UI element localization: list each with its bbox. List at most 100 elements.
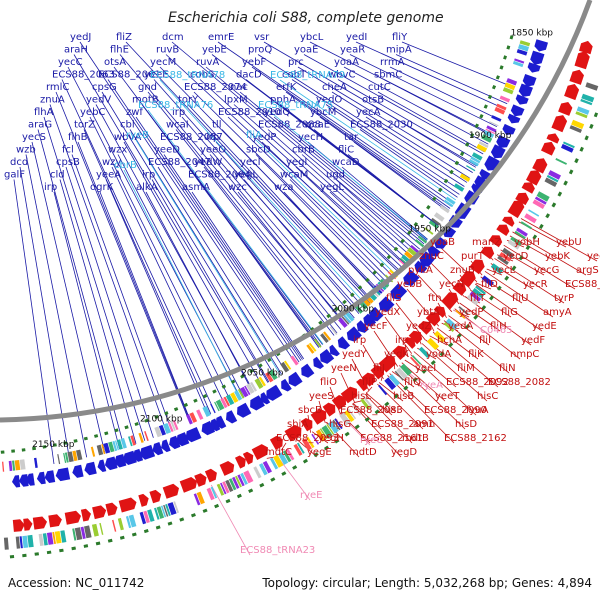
trna-gene-connector <box>147 109 324 345</box>
gene-labels: yedJ fliZ dcm emrE vsr ybcL yedI fliY araH flhE ru… <box>4 32 600 556</box>
cog-category-block <box>220 397 228 409</box>
reverse-gene-connector <box>401 362 446 402</box>
forward-gene-label: cbl <box>120 120 135 131</box>
forward-gene-label: ruvB <box>156 45 179 56</box>
forward-gene-connector <box>199 79 407 267</box>
forward-gene-label: yoaE <box>294 45 318 56</box>
forward-gene-label: erfK <box>276 82 297 93</box>
gc-skew-dash <box>557 191 563 197</box>
cog-category-block <box>469 291 482 302</box>
cog-category-block <box>410 244 420 254</box>
forward-gene-connector <box>341 166 428 240</box>
kbp-tick-label: 2050 kbp <box>241 368 284 378</box>
cog-category-block <box>54 531 62 544</box>
forward-gene-label: yeaR <box>340 45 365 56</box>
forward-gene-connector <box>285 91 451 209</box>
gc-skew-dash <box>344 431 350 437</box>
cog-category-block <box>268 369 278 381</box>
forward-cds-arrow <box>55 467 71 482</box>
forward-gene-label: wzy <box>102 157 121 168</box>
cog-category-block <box>418 346 431 358</box>
forward-cds-arrow <box>301 363 315 378</box>
cog-category-block <box>516 227 528 237</box>
forward-gene-label: ybcM <box>310 107 336 118</box>
kbp-tick-label: 1850 kbp <box>511 28 554 38</box>
cog-category-block <box>494 106 506 115</box>
cog-category-block <box>338 317 348 328</box>
forward-gene-label: wbvC <box>328 70 355 81</box>
forward-gene-label: yegL <box>234 170 258 181</box>
forward-gene-label: yedI <box>346 32 367 43</box>
forward-gene-label: wbvA <box>114 132 141 143</box>
forward-gene-connector <box>251 66 452 207</box>
reverse-cds-arrow <box>441 292 459 310</box>
reverse-gene-label: yecE <box>587 251 600 262</box>
gc-skew-dash <box>173 407 179 412</box>
forward-gene-connector <box>349 54 498 128</box>
forward-gene-label: cpsG <box>92 82 117 93</box>
cog-category-block <box>576 106 590 115</box>
cog-category-block <box>156 506 165 519</box>
cog-category-block <box>424 227 434 235</box>
cog-category-block <box>504 82 516 91</box>
forward-gene-label: dacD <box>236 70 262 81</box>
reverse-cds-arrow <box>502 216 515 227</box>
forward-gene-connector <box>371 104 477 168</box>
cog-category-block <box>384 377 397 390</box>
forward-cds-arrow <box>84 461 97 476</box>
gc-skew-dash <box>63 441 68 445</box>
forward-gene-label: ybcL <box>300 32 324 43</box>
cog-category-block <box>486 125 497 133</box>
reverse-gene-label: hisC <box>477 391 498 402</box>
reverse-gene-label: yeeI <box>415 363 436 374</box>
cog-category-block <box>563 141 575 149</box>
reverse-gene-connector <box>352 403 402 458</box>
forward-gene-label: asmA <box>182 182 210 193</box>
gc-skew-dash <box>407 230 412 235</box>
gc-skew-dash <box>465 324 471 330</box>
forward-cds-arrow <box>530 50 545 65</box>
reverse-gene-label: fliH <box>490 321 507 332</box>
cog-category-block <box>445 196 456 205</box>
cog-category-block <box>128 436 133 447</box>
cog-category-block <box>265 372 274 383</box>
forward-gene-label: fcl <box>62 145 74 156</box>
forward-gene-connector <box>217 41 454 204</box>
gc-skew-dash <box>504 275 510 281</box>
forward-gene-connector <box>295 166 404 269</box>
reverse-gene-label: ECS88_1959 <box>565 279 600 290</box>
reverse-gene-label: yedP <box>459 307 483 318</box>
reverse-gene-label: yebU <box>556 237 582 248</box>
forward-cds-arrow <box>346 326 362 342</box>
reverse-cds-arrow <box>162 483 179 499</box>
cog-category-block <box>230 392 239 403</box>
forward-gene-label: cutC <box>368 82 391 93</box>
reverse-gene-label: ECS88_2083 <box>340 405 403 416</box>
cog-category-block <box>12 460 16 471</box>
forward-cds-arrow <box>502 123 516 135</box>
cog-category-block <box>478 141 489 148</box>
reverse-gene-label: ECS88_2090 <box>424 405 487 416</box>
forward-gene-connector <box>243 179 360 315</box>
gc-skew-dash <box>379 262 385 268</box>
cog-category-block <box>328 420 339 434</box>
map-title: Escherichia coli S88, complete genome <box>168 10 444 26</box>
cog-category-block <box>74 527 83 541</box>
reverse-gene-connector <box>448 315 490 346</box>
reverse-gene-connector <box>459 302 501 332</box>
kbp-tick-label: 2150 kbp <box>32 440 75 450</box>
forward-gene-label: mipA <box>386 45 412 56</box>
cog-category-block <box>14 460 21 471</box>
trna-gene-connector <box>255 139 398 276</box>
forward-gene-connector <box>25 154 88 458</box>
forward-gene-label: ECS88_2061 <box>98 70 161 81</box>
reverse-cds-arrow <box>370 365 385 380</box>
gc-skew-dash <box>0 450 5 454</box>
cog-category-block <box>57 454 61 465</box>
reverse-cds-arrow <box>194 473 207 487</box>
reverse-gene-label: ECS88_2093 <box>276 433 339 444</box>
forward-gene-label: ECS88_2047 <box>148 157 211 168</box>
rna-gene-label: C0465 <box>480 325 512 336</box>
forward-gene-label: ECS88_2064 <box>188 170 251 181</box>
